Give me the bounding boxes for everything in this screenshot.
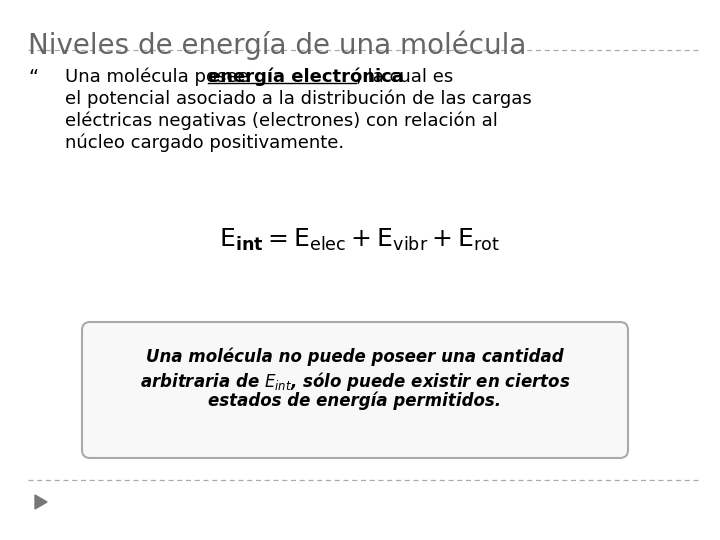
Text: $\mathrm{E}_{\mathbf{int}}=\mathrm{E}_{\mathrm{elec}}+\mathrm{E}_{\mathrm{vibr}}: $\mathrm{E}_{\mathbf{int}}=\mathrm{E}_{\…	[220, 227, 500, 253]
Text: “: “	[28, 68, 38, 87]
Text: energía electrónica: energía electrónica	[208, 68, 404, 86]
Text: núcleo cargado positivamente.: núcleo cargado positivamente.	[65, 134, 344, 152]
Text: estados de energía permitidos.: estados de energía permitidos.	[208, 392, 502, 410]
Text: eléctricas negativas (electrones) con relación al: eléctricas negativas (electrones) con re…	[65, 112, 498, 131]
Text: el potencial asociado a la distribución de las cargas: el potencial asociado a la distribución …	[65, 90, 532, 109]
Polygon shape	[35, 495, 47, 509]
Text: , la cual es: , la cual es	[356, 68, 454, 86]
Text: Una molécula no puede poseer una cantidad: Una molécula no puede poseer una cantida…	[146, 348, 564, 367]
Text: Niveles de energía de una molécula: Niveles de energía de una molécula	[28, 30, 526, 59]
FancyBboxPatch shape	[82, 322, 628, 458]
Text: Una molécula posee: Una molécula posee	[65, 68, 254, 86]
Text: arbitraria de $E_{int}$, sólo puede existir en ciertos: arbitraria de $E_{int}$, sólo puede exis…	[140, 370, 570, 393]
